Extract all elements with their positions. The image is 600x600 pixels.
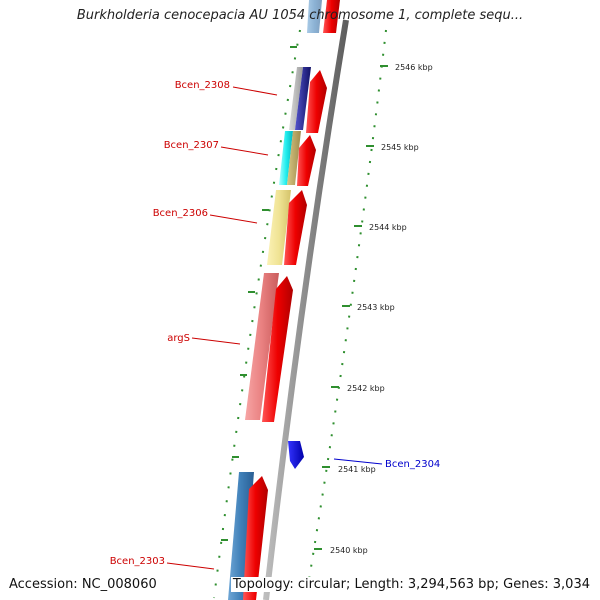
gene-bcen-2308-a <box>289 67 303 130</box>
scale-tick-label: 2542 kbp <box>347 384 385 393</box>
scale-tick-label: 2544 kbp <box>369 223 407 232</box>
gene-bcen-2307-a <box>279 131 293 185</box>
scale-tick-label: 2545 kbp <box>381 143 419 152</box>
inner-rail-ticks <box>221 46 297 541</box>
gene-args <box>245 273 279 420</box>
gene-label[interactable]: Bcen_2304 <box>385 459 440 470</box>
genome-backbone <box>263 19 349 600</box>
leader-args <box>191 337 241 345</box>
leader-bcen-2306 <box>209 214 258 224</box>
leader-bcen-2304 <box>333 458 383 465</box>
leader-bcen-2307 <box>220 146 269 156</box>
gene-label[interactable]: Bcen_2306 <box>153 208 208 219</box>
page-title: Burkholderia cenocepacia AU 1054 chromos… <box>76 8 524 23</box>
cds-arrow-5 <box>243 476 268 600</box>
gene-bcen-2304 <box>288 441 304 469</box>
gene-label[interactable]: Bcen_2303 <box>110 556 165 567</box>
gene-label[interactable]: Bcen_2307 <box>164 140 219 151</box>
cds-arrow-3 <box>284 190 307 265</box>
gene-top-partial-red <box>323 0 340 33</box>
inner-tick-rail <box>213 29 301 599</box>
gene-label[interactable]: argS <box>167 333 190 344</box>
gene-bcen-2308-b <box>295 67 311 130</box>
scale-tick-label: 2540 kbp <box>330 546 368 555</box>
gene-bcen-2306 <box>267 190 291 265</box>
cds-arrow-1 <box>306 70 327 133</box>
accession-text: Accession: NC_008060 <box>7 577 159 592</box>
leader-bcen-2308 <box>232 86 278 96</box>
gene-bcen-2303 <box>228 472 254 600</box>
gene-bcen-2307-b <box>287 131 301 185</box>
cds-arrow-4 <box>262 276 293 422</box>
gene-top-partial-blue <box>307 0 322 33</box>
scale-tick-label: 2546 kbp <box>395 63 433 72</box>
leader-bcen-2303 <box>166 562 215 570</box>
gene-label[interactable]: Bcen_2308 <box>175 80 230 91</box>
scale-tick-label: 2541 kbp <box>338 465 376 474</box>
scale-tick-label: 2543 kbp <box>357 303 395 312</box>
genome-summary-text: Topology: circular; Length: 3,294,563 bp… <box>230 577 592 592</box>
cds-arrow-2 <box>297 135 316 186</box>
